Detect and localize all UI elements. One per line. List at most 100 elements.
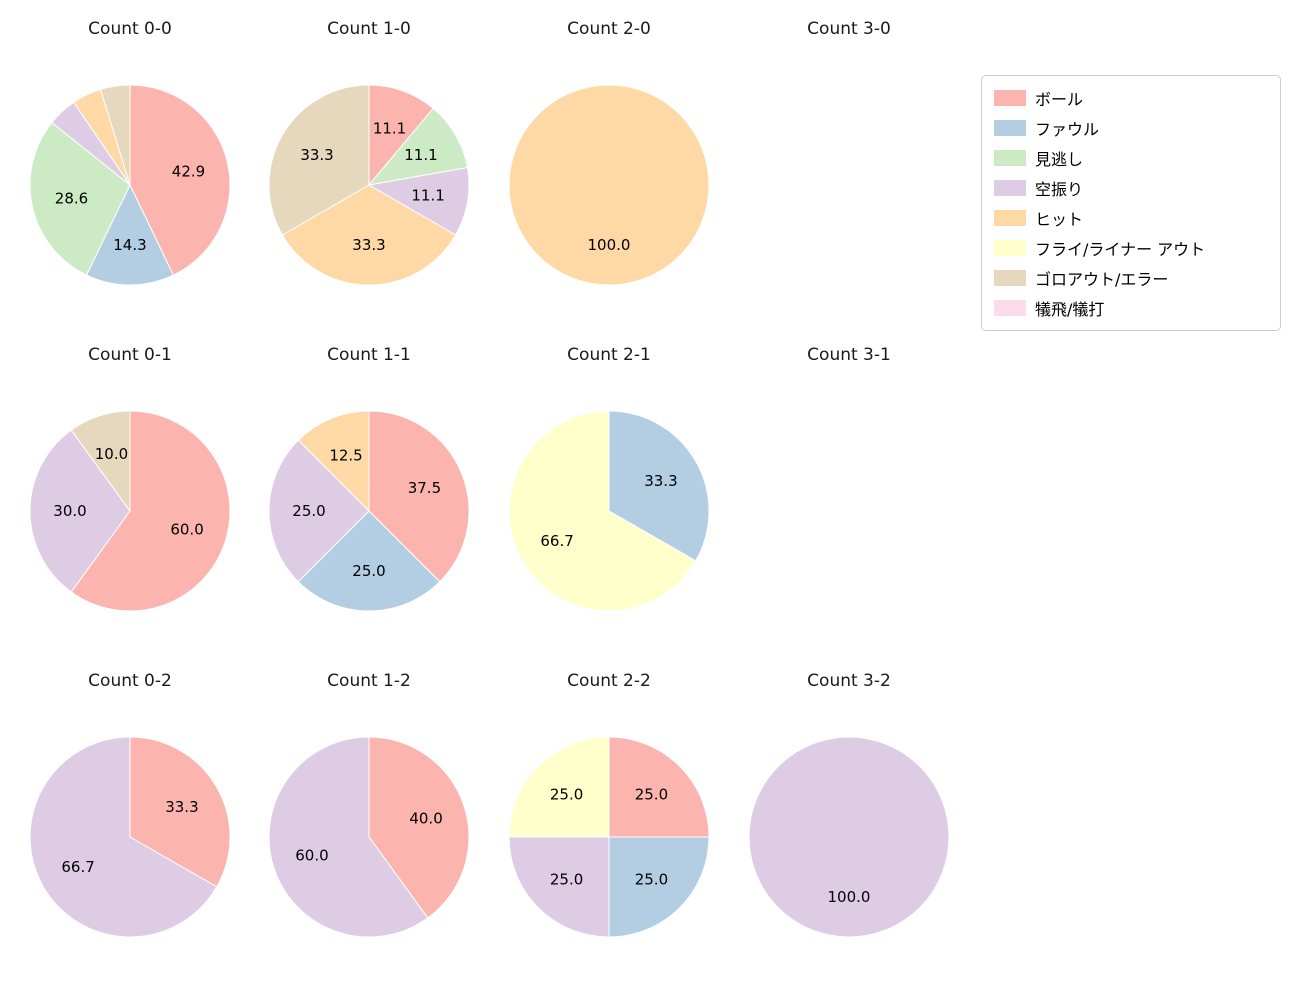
chart-cell-count-3-0: Count 3-0 xyxy=(739,19,959,295)
pie-slice xyxy=(268,84,370,236)
pie-slice xyxy=(29,121,131,276)
pie-slice-label: 60.0 xyxy=(170,521,203,539)
pie-slice xyxy=(29,429,131,593)
chart-cell-count-0-0: Count 0-0 42.9 14.3 28.6 xyxy=(20,19,240,295)
pie-slice-label: 25.0 xyxy=(550,786,583,804)
legend-swatch xyxy=(994,120,1026,136)
pie-slice-label: 11.1 xyxy=(404,146,437,164)
chart-title-count-0-1: Count 0-1 xyxy=(88,345,172,365)
pie-slice-label: 25.0 xyxy=(635,870,668,888)
pie-slice-label: 66.7 xyxy=(540,532,573,550)
chart-title-count-2-0: Count 2-0 xyxy=(567,19,651,39)
legend-entry: 空振り xyxy=(982,173,1280,203)
pie-chart-count-1-2: 40.0 60.0 xyxy=(268,736,470,938)
pie-chart-count-3-2: 100.0 xyxy=(748,736,950,938)
legend-entry: 犠飛/犠打 xyxy=(982,293,1280,323)
chart-title-count-0-0: Count 0-0 xyxy=(88,19,172,39)
chart-cell-count-1-1: Count 1-1 37.5 25.0 25.0 12.5 xyxy=(259,345,479,621)
legend-label: フライ/ライナー アウト xyxy=(1035,240,1206,259)
pie-slice xyxy=(368,84,434,187)
pie-slice xyxy=(368,736,470,919)
pie-chart-count-2-1: 33.3 66.7 xyxy=(508,410,710,612)
chart-cell-count-1-2: Count 1-2 40.0 60.0 xyxy=(259,671,479,947)
pie-slice xyxy=(29,736,218,938)
chart-title-count-3-1: Count 3-1 xyxy=(807,345,891,365)
legend-label: ヒット xyxy=(1035,210,1084,229)
legend-entry: ファウル xyxy=(982,113,1280,143)
pie-chart-count-2-0: 100.0 xyxy=(508,84,710,286)
pie-chart-count-3-1 xyxy=(739,401,959,621)
pie-slice-label: 25.0 xyxy=(635,786,668,804)
pie-chart-count-2-2: 25.0 25.0 25.0 25.0 xyxy=(508,736,710,938)
chart-title-count-3-0: Count 3-0 xyxy=(807,19,891,39)
pie-slice xyxy=(608,836,710,938)
legend-label: 見逃し xyxy=(1035,150,1084,169)
pie-slice-label: 40.0 xyxy=(409,809,442,827)
legend-label: ボール xyxy=(1035,90,1084,109)
pie-slice xyxy=(281,184,457,286)
pie-slice-label: 33.3 xyxy=(644,472,677,490)
pie-slice-label: 11.1 xyxy=(373,120,406,138)
legend-entry: ゴロアウト/エラー xyxy=(982,263,1280,293)
pie-slice xyxy=(508,836,610,938)
legend-swatch xyxy=(994,270,1026,286)
pie-slice xyxy=(268,736,429,938)
pie-slice-label: 60.0 xyxy=(295,847,328,865)
pie-slice-label: 33.3 xyxy=(165,798,198,816)
legend-entry: フライ/ライナー アウト xyxy=(982,233,1280,263)
pie-chart-count-0-2: 33.3 66.7 xyxy=(29,736,231,938)
legend-entry: ヒット xyxy=(982,203,1280,233)
pie-slice-label: 12.5 xyxy=(329,447,362,465)
legend-swatch xyxy=(994,150,1026,166)
legend-label: 空振り xyxy=(1035,180,1084,199)
legend: ボールファウル見逃し空振りヒットフライ/ライナー アウト ゴロアウト/エラー犠飛/… xyxy=(981,75,1281,331)
pie-slice xyxy=(367,107,469,186)
pie-slice xyxy=(608,736,710,838)
pie-slice xyxy=(367,167,470,236)
pie-slice-label: 33.3 xyxy=(352,236,385,254)
pie-slice xyxy=(297,410,370,513)
pie-chart-count-0-1: 60.0 30.0 10.0 xyxy=(29,410,231,612)
legend-swatch xyxy=(994,240,1026,256)
pie-slice-label: 10.0 xyxy=(95,445,128,463)
pie-chart-count-3-0 xyxy=(739,75,959,295)
pie-slice xyxy=(129,736,231,888)
chart-cell-count-0-1: Count 0-1 60.0 30.0 10.0 xyxy=(20,345,240,621)
pie-slice-label: 11.1 xyxy=(411,186,444,204)
pie-slice-label: 25.0 xyxy=(292,502,325,520)
pie-slice xyxy=(268,439,370,583)
chart-cell-count-0-2: Count 0-2 33.3 66.7 xyxy=(20,671,240,947)
pie-slice-label: 25.0 xyxy=(550,870,583,888)
chart-cell-count-3-1: Count 3-1 xyxy=(739,345,959,621)
pie-slice xyxy=(70,410,131,513)
chart-cell-count-2-0: Count 2-0 100.0 xyxy=(499,19,719,295)
legend-swatch xyxy=(994,180,1026,196)
pie-chart-count-1-0: 11.1 11.1 11.1 33.3 33.3 xyxy=(268,84,470,286)
pie-slice-label: 25.0 xyxy=(352,562,385,580)
chart-title-count-3-2: Count 3-2 xyxy=(807,671,891,691)
chart-cell-count-3-2: Count 3-2 100.0 xyxy=(739,671,959,947)
pie-slice-label: 14.3 xyxy=(113,236,146,254)
legend-swatch xyxy=(994,300,1026,316)
legend-label: ファウル xyxy=(1035,120,1100,139)
legend-swatch xyxy=(994,210,1026,226)
legend-entry: ボール xyxy=(982,83,1280,113)
chart-title-count-1-0: Count 1-0 xyxy=(327,19,411,39)
chart-title-count-2-2: Count 2-2 xyxy=(567,671,651,691)
pie-slice xyxy=(368,410,470,583)
pie-slice xyxy=(129,84,231,276)
pie-chart-count-0-0: 42.9 14.3 28.6 xyxy=(29,84,231,286)
legend-swatch xyxy=(994,90,1026,106)
chart-cell-count-1-0: Count 1-0 11.1 11.1 11.1 33.3 33.3 xyxy=(259,19,479,295)
pie-slice-label: 37.5 xyxy=(408,479,441,497)
pie-slice xyxy=(70,410,231,612)
pie-slice xyxy=(85,183,175,286)
pie-slice-label: 30.0 xyxy=(53,502,86,520)
pie-slice xyxy=(99,84,131,186)
legend-label: ゴロアウト/エラー xyxy=(1035,270,1169,289)
chart-title-count-1-2: Count 1-2 xyxy=(327,671,411,691)
pie-slice-label: 100.0 xyxy=(828,888,871,906)
pie-chart-count-1-1: 37.5 25.0 25.0 12.5 xyxy=(268,410,470,612)
pie-slice xyxy=(508,736,610,838)
pie-slice xyxy=(508,84,710,286)
